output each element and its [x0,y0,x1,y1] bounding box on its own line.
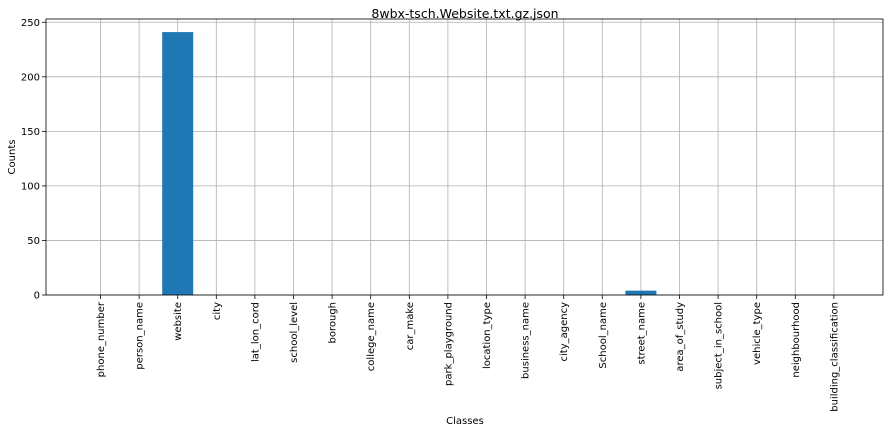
x-tick-label: location_type [482,302,493,369]
x-tick-label: borough [328,302,339,344]
x-tick-label: city [212,302,223,320]
x-tick-label: School_name [598,302,609,369]
y-tick-label: 50 [27,236,40,247]
x-tick-label: neighbourhood [791,302,802,378]
x-tick-label: street_name [636,302,647,365]
y-tick-label: 250 [21,18,40,29]
x-tick-label: park_playground [443,302,454,386]
y-tick-label: 100 [21,181,40,192]
chart-title: 8wbx-tsch.Website.txt.gz.json [371,6,558,21]
x-tick-label: phone_number [96,301,107,377]
y-tick-label: 0 [34,291,40,302]
bars [162,32,657,295]
x-tick-label: building_classification [829,302,840,412]
x-axis: phone_number person_name website city lat_lo… [96,295,840,412]
y-axis: 0 50 100 150 200 250 [21,18,46,302]
x-tick-label: car_make [405,302,416,350]
x-tick-label: college_name [366,302,377,371]
y-axis-label: Counts [7,140,18,175]
grid-lines [46,19,883,296]
y-tick-label: 200 [21,72,40,83]
x-tick-label: website [173,302,184,341]
x-tick-label: vehicle_type [752,302,763,365]
x-tick-label: lat_lon_cord [250,302,261,362]
x-tick-label: school_level [289,302,300,363]
y-tick-label: 150 [21,127,40,138]
x-tick-label: business_name [521,302,532,379]
x-tick-label: person_name [135,302,146,370]
x-tick-label: subject_in_school [714,302,725,389]
bar-website [162,32,194,295]
x-axis-label: Classes [446,416,484,427]
x-tick-label: area_of_study [675,302,686,372]
x-tick-label: city_agency [559,302,570,362]
bar-street_name [625,290,657,295]
plot-frame [45,18,884,296]
